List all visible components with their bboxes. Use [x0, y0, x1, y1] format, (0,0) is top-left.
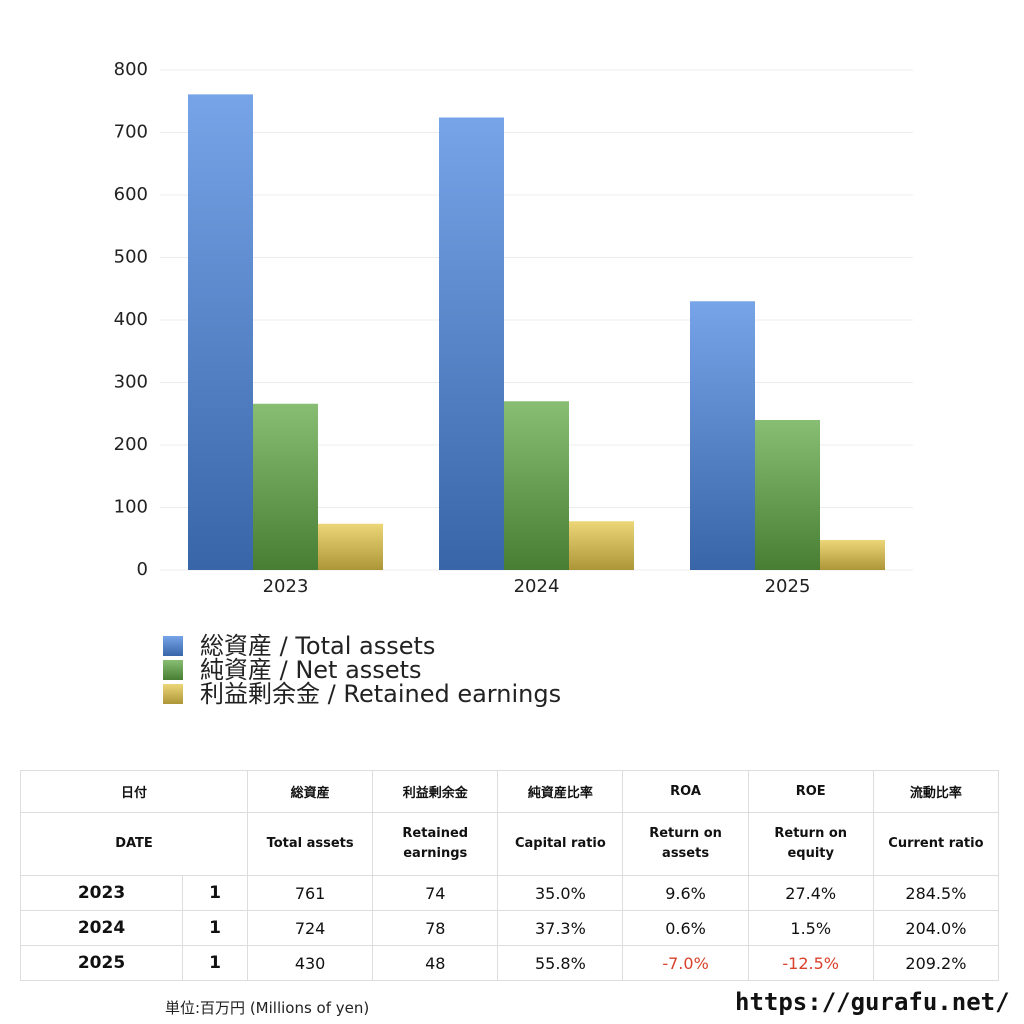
- table-cell: 55.8%: [497, 945, 624, 981]
- table-cell: ROE: [747, 770, 874, 813]
- table-row: 2023 1 761 74 35.0% 9.6% 27.4% 284.5%: [20, 875, 1000, 911]
- table-cell: 1: [181, 910, 249, 946]
- bar: [253, 403, 318, 570]
- y-tick-label: 800: [114, 59, 148, 80]
- data-table: 日付 総資産 利益剰余金 純資産比率 ROA ROE 流動比率 DATE Total asset…: [19, 770, 1000, 981]
- bar: [439, 117, 504, 570]
- x-tick-label: 2024: [514, 576, 560, 597]
- table-cell: 利益剰余金: [372, 770, 499, 813]
- legend-label: 純資産 / Net assets: [200, 656, 422, 684]
- y-tick-label: 600: [114, 184, 148, 205]
- legend-label: 利益剰余金 / Retained earnings: [200, 680, 561, 708]
- y-tick-label: 500: [114, 247, 148, 268]
- bar: [318, 523, 383, 570]
- table-cell: -7.0%: [622, 945, 749, 981]
- bar: [188, 94, 253, 570]
- table-cell: ROA: [622, 770, 749, 813]
- x-tick-label: 2023: [263, 576, 309, 597]
- table-cell: 209.2%: [872, 945, 1000, 981]
- table-cell: 1: [181, 875, 249, 911]
- table-cell: -12.5%: [747, 945, 874, 981]
- table-cell: Capital ratio: [497, 812, 624, 876]
- table-cell: DATE: [19, 812, 249, 876]
- bar: [755, 420, 820, 570]
- table-cell: Return on equity: [747, 812, 874, 876]
- table-cell: 204.0%: [872, 910, 1000, 946]
- y-tick-label: 300: [114, 372, 148, 393]
- table-cell: Current ratio: [872, 812, 1000, 876]
- table-cell: 48: [372, 945, 499, 981]
- table-cell: 流動比率: [872, 770, 1000, 813]
- table-row: DATE Total assets Retained earnings Capital…: [19, 812, 1000, 876]
- table-cell: 日付: [19, 770, 249, 813]
- table-cell: 724: [247, 910, 374, 946]
- bar: [569, 521, 634, 570]
- table-cell: Total assets: [247, 812, 374, 876]
- legend-swatch: [163, 684, 183, 704]
- chart: 0 100 200 300 400 500 600 700 800 2023 2024 2025 総資産…: [114, 59, 913, 708]
- table-cell: 284.5%: [872, 875, 1000, 911]
- table-cell: 純資産比率: [497, 770, 624, 813]
- bar: [690, 301, 755, 570]
- legend-swatch: [163, 636, 183, 656]
- table-cell: 27.4%: [747, 875, 874, 911]
- y-tick-label: 0: [137, 559, 148, 580]
- site-url: https://gurafu.net/: [735, 988, 1010, 1016]
- table-cell: 78: [372, 910, 499, 946]
- table-row: 2025 1 430 48 55.8% -7.0% -12.5% 209.2%: [20, 945, 1000, 981]
- table-cell: 2025: [20, 945, 183, 981]
- table-cell: 2023: [20, 875, 183, 911]
- table-cell: 74: [372, 875, 499, 911]
- y-tick-label: 200: [114, 434, 148, 455]
- legend-swatch: [163, 660, 183, 680]
- bar: [820, 540, 885, 570]
- unit-note: 単位:百万円 (Millions of yen): [165, 999, 370, 1017]
- y-tick-label: 100: [114, 497, 148, 518]
- table-row: 2024 1 724 78 37.3% 0.6% 1.5% 204.0%: [20, 910, 1000, 946]
- table-cell: 1.5%: [747, 910, 874, 946]
- table-cell: Retained earnings: [372, 812, 499, 876]
- table-row: 日付 総資産 利益剰余金 純資産比率 ROA ROE 流動比率: [19, 770, 1000, 813]
- table-cell: 2024: [20, 910, 183, 946]
- table-cell: 9.6%: [622, 875, 749, 911]
- legend-label: 総資産 / Total assets: [200, 632, 435, 660]
- table-cell: 1: [181, 945, 249, 981]
- table-cell: 0.6%: [622, 910, 749, 946]
- x-tick-label: 2025: [765, 576, 811, 597]
- table-cell: Return on assets: [622, 812, 749, 876]
- bar: [504, 401, 569, 570]
- y-tick-label: 400: [114, 309, 148, 330]
- table-cell: 37.3%: [497, 910, 624, 946]
- table-cell: 35.0%: [497, 875, 624, 911]
- table-cell: 430: [247, 945, 374, 981]
- table-cell: 761: [247, 875, 374, 911]
- table-cell: 総資産: [247, 770, 374, 813]
- y-tick-label: 700: [114, 122, 148, 143]
